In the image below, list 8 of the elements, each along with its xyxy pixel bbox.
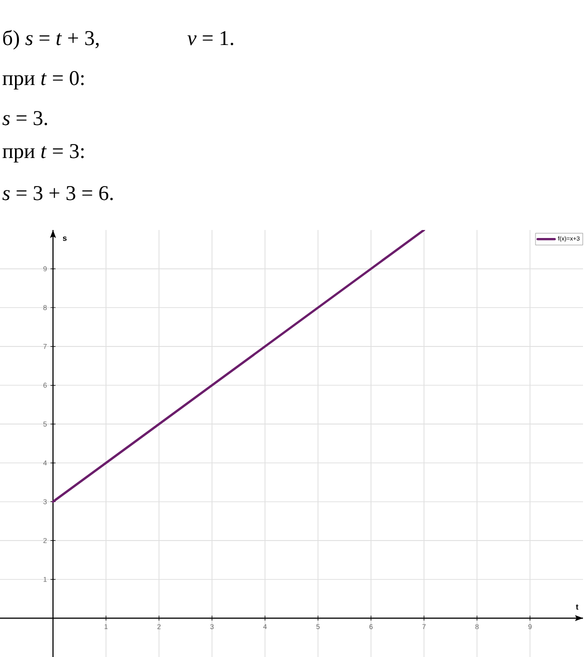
text: при t = 0: [2, 71, 84, 90]
text: s = 3 + 3 = 6. [2, 186, 113, 200]
x-axis-title: t [576, 604, 578, 610]
text: s = 3. [2, 111, 48, 126]
chart-subtitle: v = 1. [187, 31, 234, 46]
y-axis-title: s [62, 236, 67, 241]
chart-title: б) s = t + 3, [3, 30, 99, 50]
text: при t = 3: [2, 144, 84, 162]
